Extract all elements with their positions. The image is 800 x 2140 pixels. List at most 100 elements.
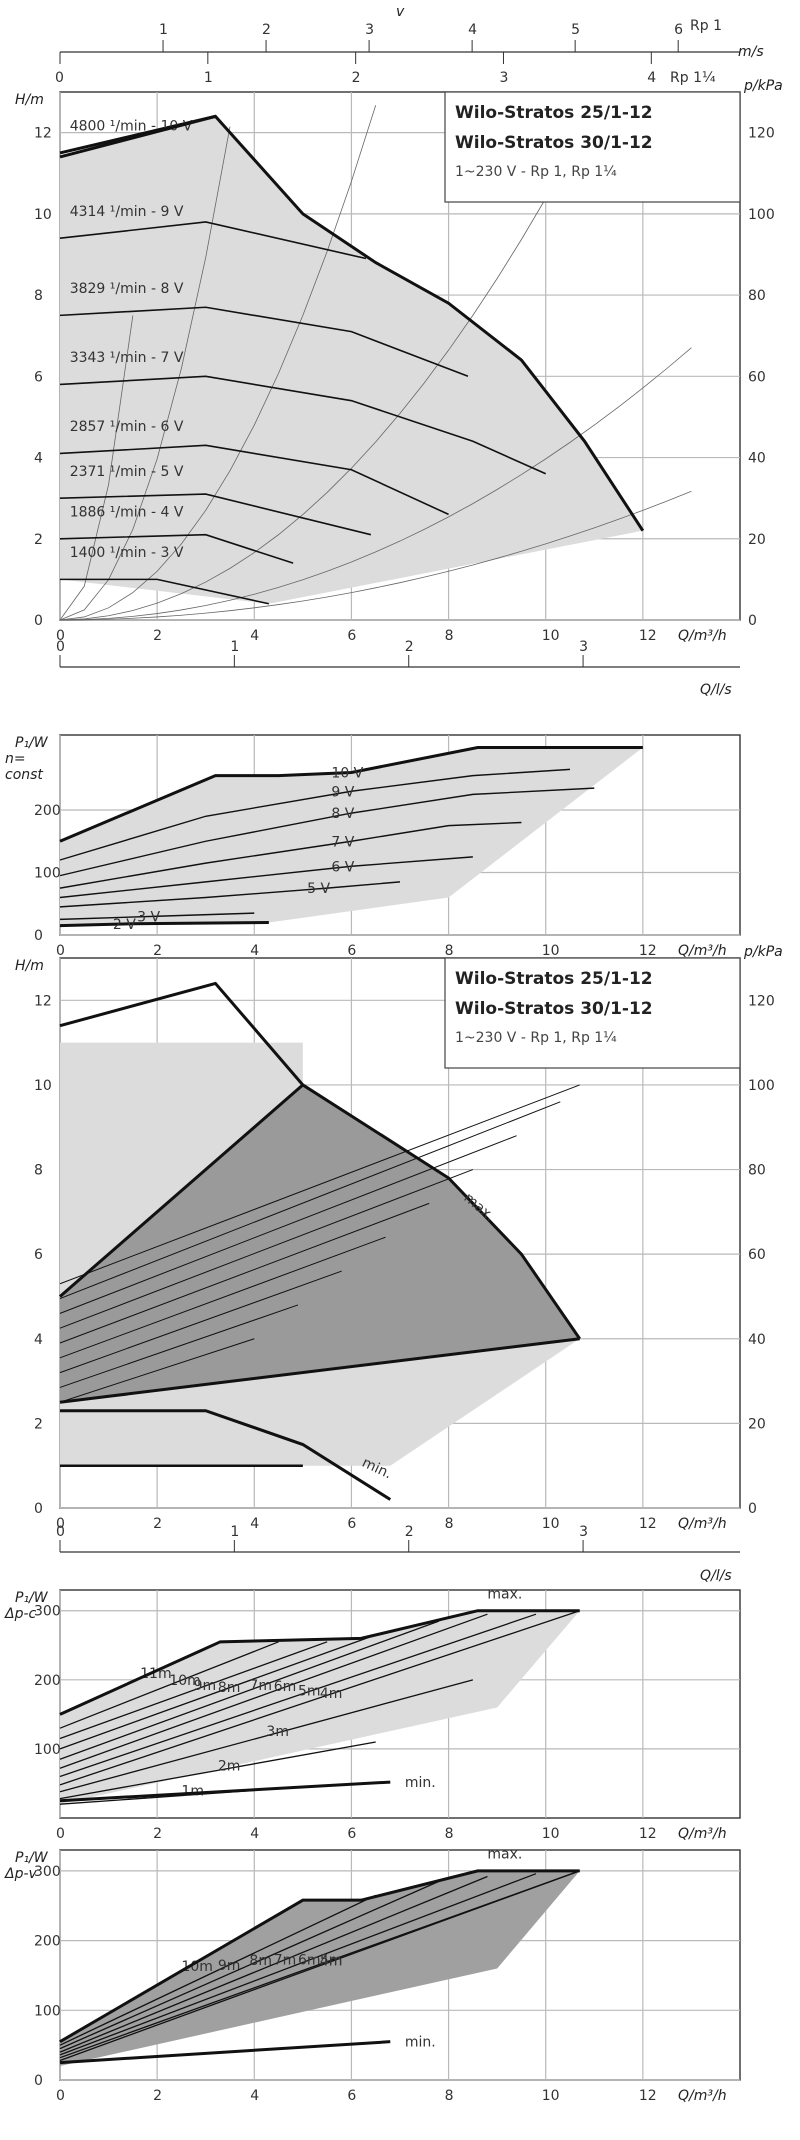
- x-tick-label: 4: [250, 2088, 259, 2104]
- power-line-label: 9m: [218, 1958, 241, 1974]
- dp-v-line: [59, 1135, 517, 1314]
- ls-tick-label: 1: [230, 1524, 239, 1540]
- power-line-label: 2m: [218, 1758, 241, 1774]
- x-tick-label: 12: [639, 1516, 657, 1532]
- pump-title-1a: Wilo-Stratos 25/1-12: [455, 103, 653, 123]
- power-line-5: [59, 1613, 488, 1769]
- power-line-6: [59, 1870, 580, 2062]
- y-axis-label: P₁/W: [15, 1850, 49, 1866]
- x-tick-label: 8: [445, 1516, 454, 1532]
- power-curve-label: 10 V: [331, 766, 363, 782]
- max-label: max.: [487, 1846, 522, 1862]
- x-tick-label: 0: [56, 943, 65, 959]
- power-chart-n-const: 0 2 4 6 8 10 12 0 100 200 Q/m³/h P₁/Wn=const 10 V 9 V…: [5, 734, 741, 959]
- y-axis-label: H/m: [15, 958, 44, 974]
- pump-title-2b: Wilo-Stratos 30/1-12: [455, 999, 653, 1019]
- y2-tick-label: 80: [748, 1163, 766, 1179]
- ls-tick-label: 1: [230, 639, 239, 655]
- dp-v-area: [60, 1084, 580, 1403]
- power-curve-1: [59, 768, 571, 861]
- speed-curve-3: [59, 375, 547, 475]
- min-curve: [59, 1780, 391, 1803]
- dp-v-line: [59, 1169, 474, 1329]
- y-tick-label: 0: [34, 1501, 43, 1517]
- power-curve-3: [59, 821, 522, 889]
- power-line-8: [59, 1679, 474, 1793]
- ls-tick-label: 3: [579, 1524, 588, 1540]
- system-curve: [59, 315, 134, 621]
- y-tick-label: 4: [34, 1332, 43, 1348]
- power-line-label: 5m: [298, 1683, 321, 1699]
- x-tick-label: 6: [347, 2088, 356, 2104]
- x-tick-label: 0: [56, 2088, 65, 2104]
- y-axis-label-2: n=: [5, 751, 26, 767]
- flow-ls-label-2: Q/l/s: [700, 1568, 732, 1584]
- power-line-label: 1m: [181, 1784, 204, 1800]
- rp1-tick-label: 1: [159, 22, 168, 38]
- x-tick-label: 8: [445, 2088, 454, 2104]
- power-line-label: 11m: [140, 1666, 171, 1682]
- y2-tick-label: 0: [748, 1501, 757, 1517]
- y-axis-label-2: Δp-c: [4, 1606, 37, 1622]
- x-tick-label: 12: [639, 1826, 657, 1842]
- rp1-tick-label: 5: [571, 22, 580, 38]
- operating-area: [60, 116, 643, 604]
- power-curve-label: 3 V: [137, 909, 160, 925]
- system-curve: [59, 347, 692, 621]
- x-tick-label: 12: [639, 628, 657, 644]
- rp1-tick-label: 4: [468, 22, 477, 38]
- y2-tick-label: 80: [748, 288, 766, 304]
- min-label: min.: [405, 2035, 436, 2051]
- power-line-7: [59, 1610, 580, 1786]
- pump-title-box-2: [444, 957, 741, 1069]
- y2-tick-label: 40: [748, 451, 766, 467]
- power-line-label: 7m: [249, 1678, 272, 1694]
- y2-tick-label: 40: [748, 1332, 766, 1348]
- rp114-tick-label: 4: [647, 70, 656, 86]
- rp114-tick-label: 3: [499, 70, 508, 86]
- y2-tick-label: 120: [748, 993, 775, 1009]
- speed-curve-label: 1400 ¹/min - 3 V: [70, 545, 184, 561]
- y2-tick-label: 120: [748, 126, 775, 142]
- y2-axis-label: p/kPa: [743, 944, 783, 960]
- x-tick-label: 4: [250, 628, 259, 644]
- rp1-scale-label: Rp 1: [690, 18, 722, 34]
- x-tick-label: 2: [153, 943, 162, 959]
- y-tick-label: 100: [34, 866, 61, 882]
- power-area: [60, 747, 643, 926]
- x-tick-label: 0: [56, 1826, 65, 1842]
- y-tick-label: 200: [34, 1673, 61, 1689]
- power-line-9: [59, 1741, 376, 1800]
- rp114-tick-label: 1: [204, 70, 213, 86]
- pump-title-box-1: [444, 91, 741, 203]
- x-tick-label: 8: [445, 628, 454, 644]
- y-tick-label: 300: [34, 1604, 61, 1620]
- x-tick-label: 6: [347, 628, 356, 644]
- power-curve-label: 6 V: [331, 859, 354, 875]
- rp1-tick-label: 6: [674, 22, 683, 38]
- speed-curve-label: 4314 ¹/min - 9 V: [70, 204, 184, 220]
- power-line-2: [59, 1641, 328, 1740]
- system-curve: [59, 126, 231, 621]
- ls-tick-label: 3: [579, 639, 588, 655]
- dpv-min: [59, 1337, 580, 1404]
- y-tick-label: 100: [34, 2003, 61, 2019]
- rp114-tick-label: 2: [352, 70, 361, 86]
- y2-tick-label: 20: [748, 532, 766, 548]
- min-curve: [60, 1409, 392, 1501]
- power-line-4: [59, 1620, 440, 1760]
- speed-curve-1: [59, 221, 367, 260]
- x-tick-label: 12: [639, 943, 657, 959]
- power-area: [60, 1610, 580, 1805]
- x-axis-label: Q/m³/h: [678, 628, 727, 644]
- pump-subtitle-2: 1~230 V - Rp 1, Rp 1¼: [455, 1030, 617, 1046]
- x-tick-label: 10: [542, 2088, 560, 2104]
- power-line-label: 8m: [249, 1953, 272, 1969]
- y2-tick-label: 100: [748, 207, 775, 223]
- max-curve: [59, 1869, 580, 2043]
- speed-curve-label: 2857 ¹/min - 6 V: [70, 419, 184, 435]
- x-tick-label: 10: [542, 1516, 560, 1532]
- x-tick-label: 2: [153, 1826, 162, 1842]
- max-curve: [59, 1609, 580, 1716]
- rp1-tick-label: 2: [262, 22, 271, 38]
